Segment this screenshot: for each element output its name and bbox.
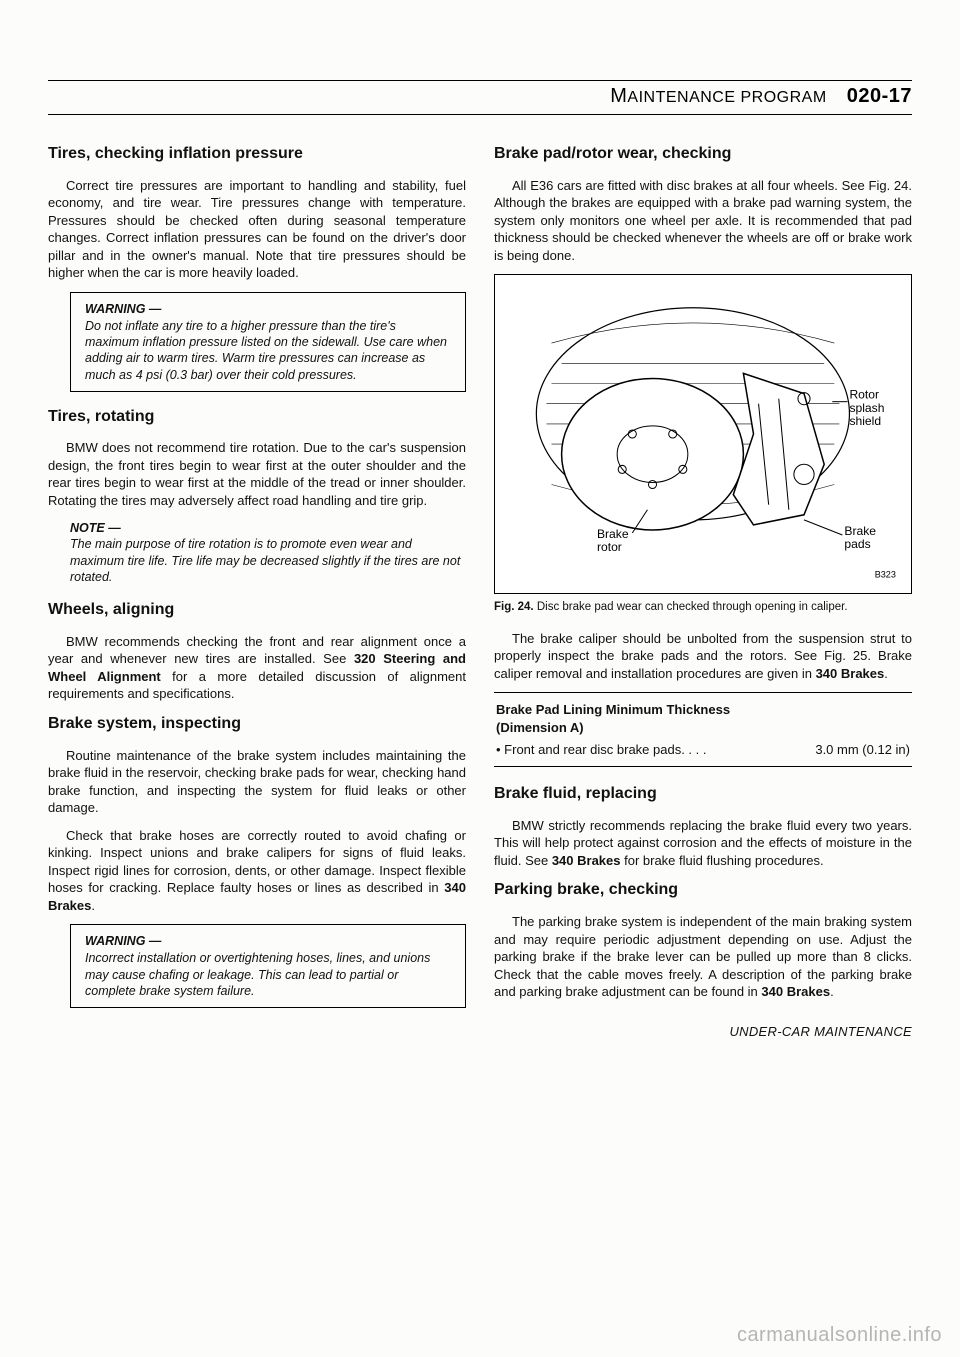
- heading-wheels-aligning: Wheels, aligning: [48, 599, 466, 621]
- chapter-rest: AINTENANCE PROGRAM: [627, 89, 826, 106]
- warning-label-brake: WARNING —: [85, 933, 451, 950]
- heading-tires-inflation: Tires, checking inflation pressure: [48, 143, 466, 165]
- label-brake-pads-2: pads: [844, 537, 870, 551]
- note-body: The main purpose of tire rotation is to …: [70, 536, 466, 585]
- para-wheels-aligning: BMW recommends checking the front and re…: [48, 633, 466, 703]
- figure-24: Rotor splash shield Brake rotor Brake pa…: [494, 274, 912, 594]
- chapter-initial: M: [610, 85, 627, 107]
- brake-diagram-svg: Rotor splash shield Brake rotor Brake pa…: [501, 281, 905, 587]
- top-rule: [48, 80, 912, 81]
- fig-caption-text: Disc brake pad wear can checked through …: [537, 601, 848, 613]
- warning-body: Do not inflate any tire to a higher pres…: [85, 318, 451, 383]
- bold-ref-340-brakes-1: 340 Brakes: [48, 880, 466, 913]
- bold-ref-320: 320 Steering and Wheel Alignment: [48, 651, 466, 684]
- heading-brake-pad-wear: Brake pad/rotor wear, checking: [494, 143, 912, 165]
- para-parking-brake: The parking brake system is independent …: [494, 913, 912, 1001]
- warning-box-tires: WARNING — Do not inflate any tire to a h…: [70, 292, 466, 392]
- note-block-rotating: NOTE — The main purpose of tire rotation…: [70, 520, 466, 586]
- brake-rotor-icon: [562, 379, 744, 531]
- heading-parking-brake: Parking brake, checking: [494, 879, 912, 901]
- spec-brake-pad-thickness: Brake Pad Lining Minimum Thickness(Dimen…: [494, 692, 912, 767]
- heading-brake-fluid: Brake fluid, replacing: [494, 783, 912, 805]
- label-brake-rotor-1: Brake: [597, 527, 629, 541]
- right-column: Brake pad/rotor wear, checking All E36 c…: [494, 133, 912, 1040]
- figure-code: B323: [875, 570, 896, 580]
- page-header: MAINTENANCE PROGRAM 020-17: [48, 85, 912, 115]
- warning-label: WARNING —: [85, 301, 451, 318]
- bold-ref-340-brakes-4: 340 Brakes: [761, 984, 830, 999]
- para-brake-fluid: BMW strictly recommends replacing the br…: [494, 817, 912, 870]
- left-column: Tires, checking inflation pressure Corre…: [48, 133, 466, 1040]
- page-number: 020-17: [847, 85, 912, 107]
- spec-row-label: Front and rear disc brake pads. . . .: [496, 741, 707, 759]
- para-brake-system-2: Check that brake hoses are correctly rou…: [48, 827, 466, 915]
- chapter-title: MAINTENANCE PROGRAM: [610, 85, 832, 107]
- para-caliper-inspect: The brake caliper should be unbolted fro…: [494, 630, 912, 683]
- spec-title: Brake Pad Lining Minimum Thickness(Dimen…: [496, 701, 910, 736]
- label-rotor-splash-2: splash: [849, 401, 884, 415]
- content-columns: Tires, checking inflation pressure Corre…: [48, 133, 912, 1040]
- para-brake-pad-wear: All E36 cars are fitted with disc brakes…: [494, 177, 912, 265]
- label-rotor-splash: Rotor: [849, 388, 879, 402]
- para-brake-system-1: Routine maintenance of the brake system …: [48, 747, 466, 817]
- section-footer: UNDER-CAR MAINTENANCE: [494, 1023, 912, 1041]
- figure-24-caption: Fig. 24. Disc brake pad wear can checked…: [494, 600, 912, 616]
- note-label: NOTE —: [70, 520, 466, 537]
- heading-tires-rotating: Tires, rotating: [48, 406, 466, 428]
- spec-row-value: 3.0 mm (0.12 in): [815, 741, 910, 759]
- label-brake-pads-1: Brake: [844, 524, 876, 538]
- warning-box-brake: WARNING — Incorrect installation or over…: [70, 924, 466, 1008]
- label-brake-rotor-2: rotor: [597, 540, 622, 554]
- label-rotor-splash-3: shield: [849, 414, 881, 428]
- para-tires-rotating: BMW does not recommend tire rotation. Du…: [48, 439, 466, 509]
- bold-ref-340-brakes-2: 340 Brakes: [816, 666, 885, 681]
- bold-ref-340-brakes-3: 340 Brakes: [552, 853, 621, 868]
- watermark: carmanualsonline.info: [737, 1324, 942, 1347]
- spec-row: Front and rear disc brake pads. . . . 3.…: [496, 741, 910, 759]
- fig-caption-bold: Fig. 24.: [494, 601, 534, 613]
- heading-brake-system: Brake system, inspecting: [48, 713, 466, 735]
- warning-body-brake: Incorrect installation or overtightening…: [85, 950, 451, 999]
- para-tires-inflation: Correct tire pressures are important to …: [48, 177, 466, 282]
- page: MAINTENANCE PROGRAM 020-17 Tires, checki…: [0, 0, 960, 1357]
